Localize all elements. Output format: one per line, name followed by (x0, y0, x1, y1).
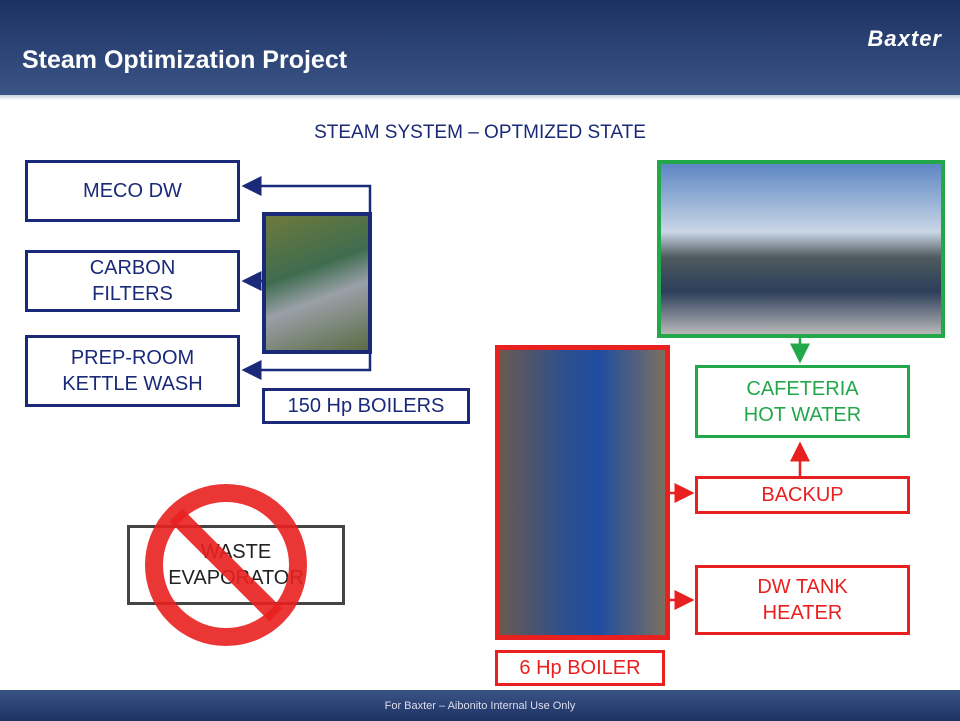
prep-box: PREP-ROOM KETTLE WASH (25, 335, 240, 407)
boiler-photo (262, 212, 372, 354)
boiler6-box: 6 Hp BOILER (495, 650, 665, 686)
solar-photo (657, 160, 945, 338)
carbon-box: CARBON FILTERS (25, 250, 240, 312)
boilers150-box: 150 Hp BOILERS (262, 388, 470, 424)
meco-box: MECO DW (25, 160, 240, 222)
prohibited-sign (136, 475, 316, 655)
boiler6-photo (495, 345, 670, 640)
slide: Steam Optimization Project Baxter STEAM … (0, 0, 960, 721)
backup-box: BACKUP (695, 476, 910, 514)
cafeteria-box: CAFETERIA HOT WATER (695, 365, 910, 438)
dwtank-box: DW TANK HEATER (695, 565, 910, 635)
footer: For Baxter – Aibonito Internal Use Only (0, 700, 960, 712)
